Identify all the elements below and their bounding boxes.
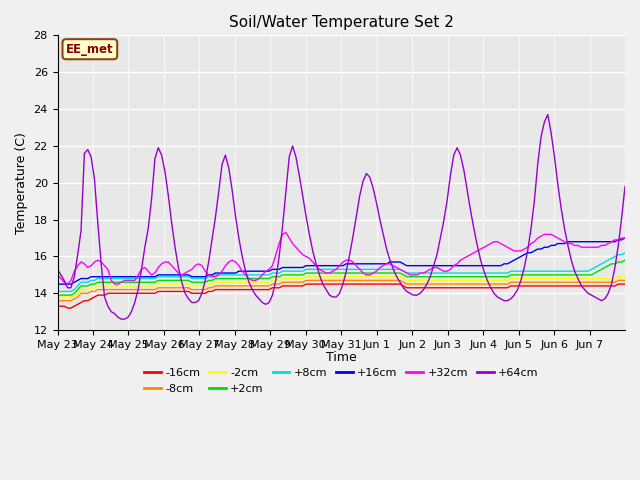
+64cm: [332, 294, 340, 300]
Line: +2cm: +2cm: [58, 260, 625, 295]
-16cm: [332, 281, 340, 287]
-16cm: [138, 290, 145, 296]
-8cm: [329, 277, 337, 283]
+2cm: [265, 276, 273, 281]
-2cm: [356, 274, 364, 279]
-8cm: [134, 287, 142, 292]
-8cm: [265, 283, 273, 289]
+16cm: [326, 263, 333, 268]
Line: -16cm: -16cm: [58, 284, 625, 308]
+2cm: [561, 272, 568, 278]
+32cm: [621, 235, 629, 241]
+16cm: [134, 274, 142, 279]
+16cm: [54, 281, 61, 287]
Line: +64cm: +64cm: [58, 115, 625, 319]
+64cm: [544, 112, 552, 118]
+2cm: [134, 279, 142, 285]
-2cm: [54, 294, 61, 300]
-16cm: [54, 303, 61, 309]
Line: +32cm: +32cm: [58, 232, 625, 284]
+2cm: [329, 270, 337, 276]
+32cm: [64, 281, 72, 287]
+8cm: [561, 268, 568, 274]
Legend: -16cm, -8cm, -2cm, +2cm, +8cm, +16cm, +32cm, +64cm: -16cm, -8cm, -2cm, +2cm, +8cm, +16cm, +3…: [140, 364, 543, 398]
-8cm: [356, 277, 364, 283]
-8cm: [302, 277, 310, 283]
-16cm: [64, 305, 72, 311]
+32cm: [359, 270, 367, 276]
-2cm: [302, 274, 310, 279]
-8cm: [332, 277, 340, 283]
+64cm: [138, 266, 145, 272]
+32cm: [568, 240, 575, 246]
-8cm: [564, 279, 572, 285]
-16cm: [359, 281, 367, 287]
+32cm: [332, 266, 340, 272]
+16cm: [561, 240, 568, 246]
X-axis label: Time: Time: [326, 351, 356, 364]
Text: EE_met: EE_met: [66, 43, 114, 56]
+8cm: [134, 276, 142, 281]
Line: -8cm: -8cm: [58, 280, 625, 300]
+8cm: [326, 266, 333, 272]
+8cm: [54, 288, 61, 294]
Title: Soil/Water Temperature Set 2: Soil/Water Temperature Set 2: [229, 15, 454, 30]
-16cm: [269, 285, 276, 291]
+2cm: [326, 270, 333, 276]
-16cm: [621, 281, 629, 287]
+32cm: [269, 263, 276, 268]
-2cm: [332, 274, 340, 279]
+64cm: [329, 294, 337, 300]
+64cm: [118, 316, 125, 322]
Line: +8cm: +8cm: [58, 253, 625, 291]
-8cm: [621, 277, 629, 283]
-2cm: [621, 274, 629, 279]
+64cm: [54, 266, 61, 272]
-2cm: [134, 283, 142, 289]
Line: -2cm: -2cm: [58, 276, 625, 297]
-2cm: [329, 274, 337, 279]
+8cm: [353, 266, 360, 272]
+16cm: [621, 235, 629, 241]
+32cm: [54, 272, 61, 278]
+2cm: [353, 270, 360, 276]
+64cm: [356, 193, 364, 199]
-16cm: [568, 283, 575, 289]
+2cm: [621, 257, 629, 263]
-2cm: [265, 279, 273, 285]
+8cm: [329, 266, 337, 272]
+64cm: [269, 292, 276, 298]
+32cm: [138, 266, 145, 272]
Line: +16cm: +16cm: [58, 238, 625, 284]
-8cm: [54, 298, 61, 303]
+64cm: [568, 257, 575, 263]
+16cm: [329, 263, 337, 268]
+8cm: [265, 272, 273, 278]
+2cm: [54, 292, 61, 298]
+64cm: [621, 183, 629, 189]
-16cm: [336, 281, 344, 287]
+16cm: [353, 261, 360, 267]
Y-axis label: Temperature (C): Temperature (C): [15, 132, 28, 234]
+16cm: [265, 268, 273, 274]
-2cm: [564, 276, 572, 281]
+8cm: [621, 250, 629, 256]
+32cm: [282, 229, 290, 235]
+32cm: [336, 263, 344, 268]
-16cm: [302, 281, 310, 287]
